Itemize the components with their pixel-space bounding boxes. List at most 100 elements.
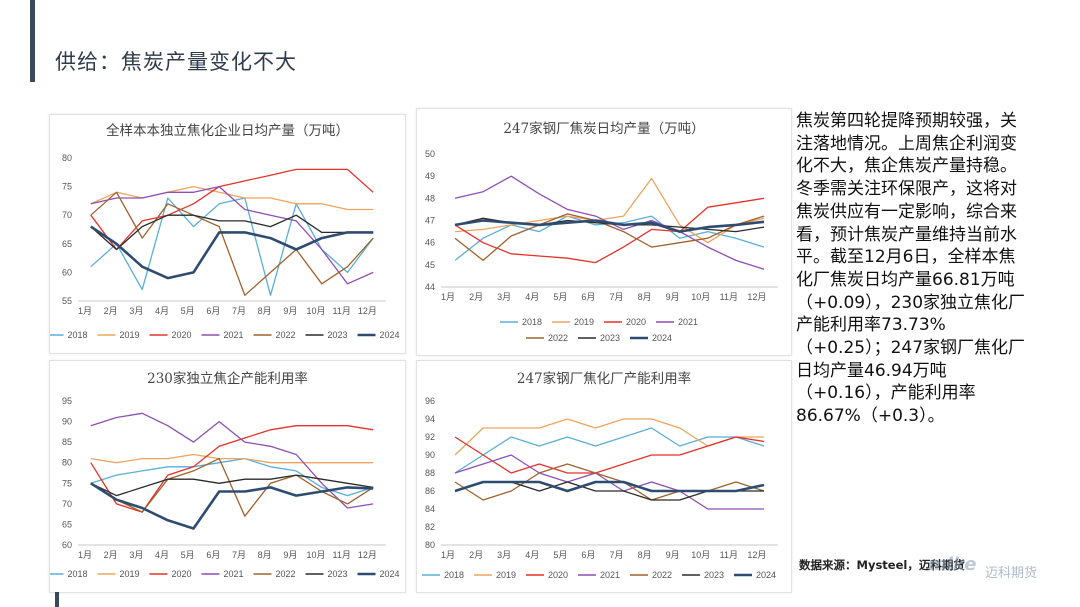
chart-panel-230-coking-utilization: 230家独立焦企产能利用率 60 65 70 75 80 85 90 95 1月 2月 3月 4月 5月 6… [49,360,406,593]
x-tick-label: 9月 [666,550,680,560]
footer-accent-bar [55,592,59,607]
series-line-2023 [90,214,374,251]
legend-label-2021: 2021 [600,570,620,580]
y-tick-label: 75 [62,182,72,192]
x-tick-label: 3月 [129,306,143,316]
x-tick-label: 1月 [78,306,92,316]
series-line-2023 [90,474,374,497]
y-tick-label: 80 [62,458,72,468]
y-tick-label: 84 [425,504,435,514]
x-tick-label: 4月 [155,306,169,316]
series-line-2021 [90,185,374,285]
series-line-2021 [90,412,374,509]
legend-label-2019: 2019 [120,569,140,579]
legend-label-2021: 2021 [678,317,698,327]
chart-panel-247-steel-coke-output: 247家钢厂焦炭日均产量（万吨） 44 45 46 47 48 49 50 1月 2月 3月 4月 5月… [416,108,792,356]
x-tick-label: 8月 [638,292,652,302]
legend-label-2024: 2024 [652,333,672,343]
series-line-2020 [90,425,374,513]
legend-label-2020: 2020 [172,330,192,340]
series-line-2024 [454,219,765,233]
y-tick-label: 80 [425,540,435,550]
legend-label-2018: 2018 [522,317,542,327]
series-line-2022 [90,457,374,517]
y-tick-label: 96 [425,396,435,406]
legend-label-2023: 2023 [704,570,724,580]
x-tick-label: 9月 [283,550,297,560]
x-tick-label: 12月 [747,550,766,560]
x-tick-label: 4月 [525,550,539,560]
legend-label-2018: 2018 [68,330,88,340]
x-tick-label: 7月 [609,550,623,560]
x-tick-label: 10月 [306,550,325,560]
x-tick-label: 2月 [469,550,483,560]
legend-label-2024: 2024 [380,330,400,340]
x-tick-label: 8月 [258,550,272,560]
x-tick-label: 4月 [525,292,539,302]
series-line-2018 [454,427,765,474]
legend-label-2022: 2022 [276,330,296,340]
x-tick-label: 12月 [747,292,766,302]
series-line-2020 [454,197,765,264]
x-tick-label: 10月 [306,306,325,316]
page-title: 供给：焦炭产量变化不大 [55,50,297,74]
legend-label-2019: 2019 [496,570,516,580]
x-tick-label: 11月 [332,306,350,316]
y-tick-label: 95 [62,396,72,406]
x-tick-label: 7月 [609,292,623,302]
legend-label-2024: 2024 [380,569,400,579]
legend-label-2023: 2023 [328,330,348,340]
legend-label-2022: 2022 [652,570,672,580]
y-tick-label: 45 [425,260,435,270]
y-tick-label: 88 [425,468,435,478]
x-tick-label: 1月 [78,550,92,560]
x-tick-label: 1月 [441,550,455,560]
y-tick-label: 50 [425,149,435,159]
chart-title: 230家独立焦企产能利用率 [147,370,308,387]
y-tick-label: 60 [62,540,72,550]
y-tick-label: 46 [425,238,435,248]
legend-label-2021: 2021 [224,569,244,579]
series-line-2019 [454,177,765,244]
y-tick-label: 44 [425,282,435,292]
x-tick-label: 5月 [553,550,567,560]
x-tick-label: 12月 [358,550,377,560]
y-tick-label: 90 [425,450,435,460]
chart-svg: 230家独立焦企产能利用率 60 65 70 75 80 85 90 95 1月 2月 3月 4月 5月 6… [50,370,400,579]
series-line-2018 [90,197,374,296]
y-tick-label: 47 [425,216,435,226]
x-tick-label: 10月 [691,292,710,302]
x-tick-label: 3月 [129,550,143,560]
y-tick-label: 85 [62,437,72,447]
y-tick-label: 75 [62,478,72,488]
x-tick-label: 12月 [358,306,377,316]
x-tick-label: 6月 [206,306,220,316]
x-tick-label: 8月 [638,550,652,560]
x-tick-label: 3月 [497,292,511,302]
x-tick-label: 5月 [181,550,195,560]
series-line-2018 [90,457,374,497]
series-line-2019 [90,185,374,211]
chart-svg: 247家钢厂焦化厂产能利用率 80 82 84 86 88 90 92 94 96 1月 2月 3月 4月… [422,370,778,580]
x-tick-label: 7月 [232,306,246,316]
legend-label-2019: 2019 [120,330,140,340]
x-tick-label: 11月 [332,550,350,560]
x-tick-label: 10月 [691,550,710,560]
watermark-company: 迈科期货 [985,566,1038,581]
series-line-2024 [454,480,765,493]
y-tick-label: 90 [62,417,72,427]
legend-label-2018: 2018 [68,569,88,579]
x-tick-label: 5月 [181,306,195,316]
legend-label-2020: 2020 [172,569,192,579]
x-tick-label: 9月 [666,292,680,302]
y-tick-label: 70 [62,210,72,220]
chart-panel-247-steel-coking-utilization: 247家钢厂焦化厂产能利用率 80 82 84 86 88 90 92 94 96 1月 2月 3月 4月… [416,360,792,593]
y-tick-label: 94 [425,414,435,424]
y-tick-label: 82 [425,522,435,532]
y-tick-label: 80 [62,153,72,163]
x-tick-label: 11月 [720,550,738,560]
y-tick-label: 86 [425,486,435,496]
legend-label-2023: 2023 [600,333,620,343]
legend-label-2024: 2024 [756,570,776,580]
x-tick-label: 8月 [258,306,272,316]
